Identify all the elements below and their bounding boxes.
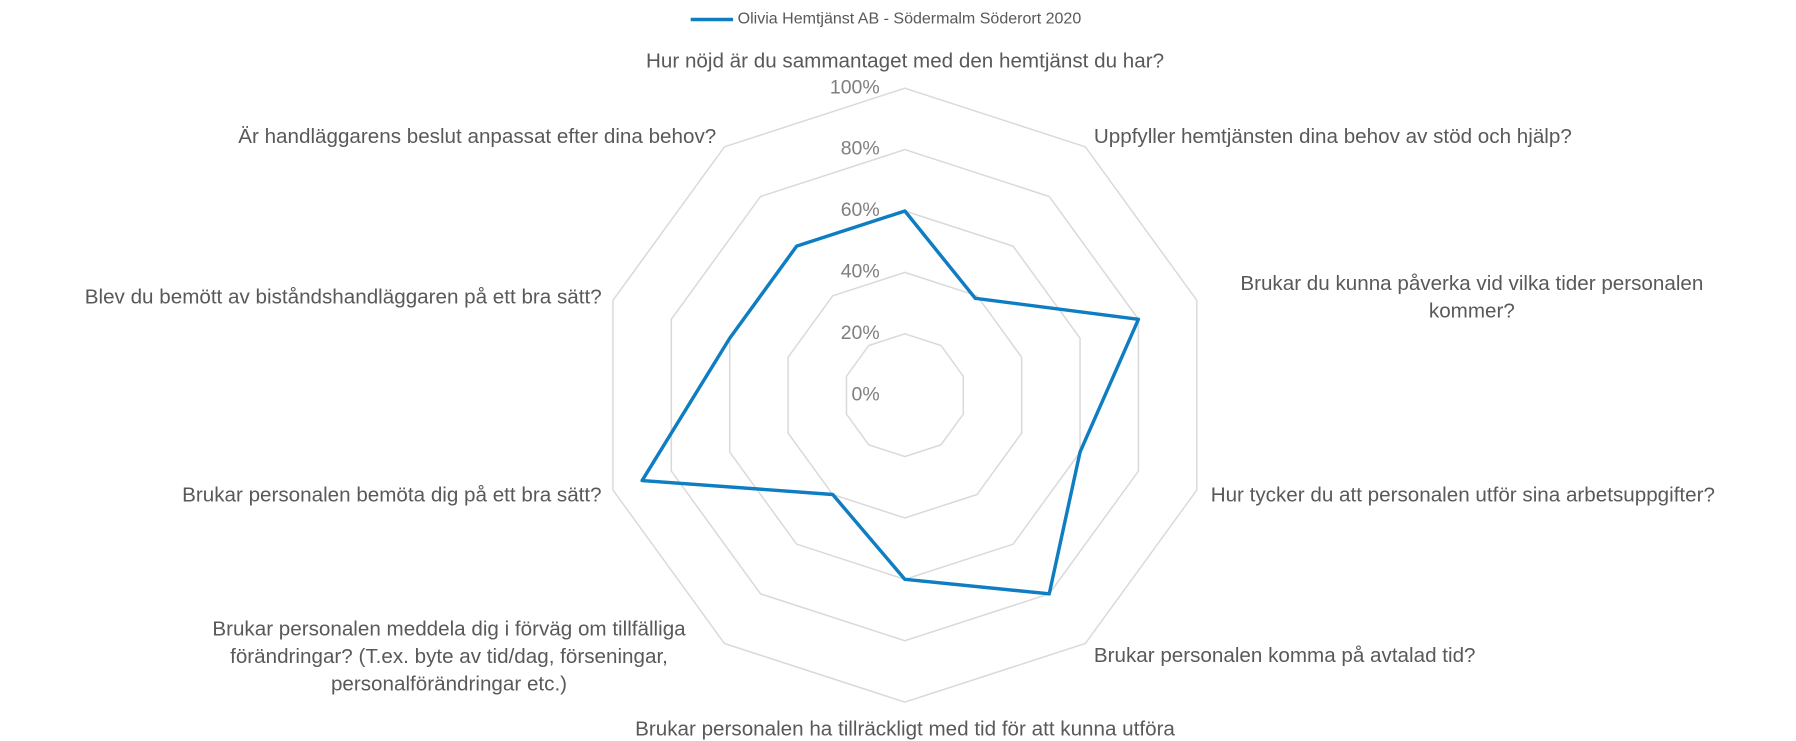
axis-label: Brukar personalen meddela dig i förväg o…: [212, 617, 686, 696]
grid-ring: [612, 87, 1198, 703]
r-tick-label: 40%: [841, 261, 880, 283]
r-tick-label: 100%: [830, 76, 880, 98]
grid-ring: [787, 271, 1023, 519]
axis-label: Blev du bemött av biståndshandläggaren p…: [84, 285, 602, 309]
r-tick-label: 20%: [841, 322, 880, 344]
legend-label: Olivia Hemtjänst AB - Södermalm Söderort…: [738, 10, 1082, 28]
r-tick-label: 80%: [841, 138, 880, 160]
axis-label: Hur nöjd är du sammantaget med den hemtj…: [646, 49, 1165, 73]
axis-label: Är handläggarens beslut anpassat efter d…: [238, 124, 717, 148]
axis-label: Brukar personalen bemöta dig på ett bra …: [182, 483, 602, 507]
axis-label: Brukar personalen ha tillräckligt med ti…: [635, 717, 1175, 740]
r-tick-label: 0%: [852, 383, 880, 405]
grid-ring: [845, 332, 965, 458]
axis-label: Brukar personalen komma på avtalad tid?: [1093, 643, 1476, 667]
grid-ring: [670, 148, 1140, 642]
axis-label: Brukar du kunna påverka vid vilka tider …: [1240, 271, 1704, 322]
axis-label: Uppfyller hemtjänsten dina behov av stöd…: [1093, 124, 1572, 148]
r-tick-label: 60%: [841, 199, 880, 221]
series-line: [640, 209, 1141, 596]
axis-label: Hur tycker du att personalen utför sina …: [1210, 483, 1715, 507]
